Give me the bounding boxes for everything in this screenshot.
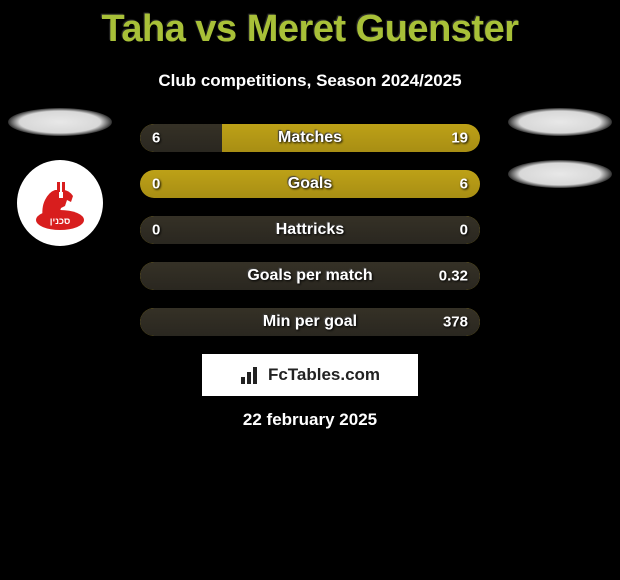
club-logo-icon: סכנין	[25, 168, 95, 238]
stat-value-left: 0	[152, 176, 160, 193]
stat-bar: Goals 0 6	[140, 170, 480, 198]
player-shadow-right-2	[508, 160, 612, 188]
right-player-column	[505, 108, 615, 188]
svg-text:סכנין: סכנין	[50, 216, 71, 226]
stat-label: Min per goal	[263, 313, 357, 331]
stat-label: Goals	[288, 175, 332, 193]
branding-box: FcTables.com	[202, 354, 418, 396]
player-shadow-right-1	[508, 108, 612, 136]
stat-value-right: 0.32	[439, 268, 468, 285]
stat-bar: Hattricks 0 0	[140, 216, 480, 244]
stat-bar: Matches 6 19	[140, 124, 480, 152]
stat-bar: Min per goal 378	[140, 308, 480, 336]
page-title: Taha vs Meret Guenster	[0, 0, 620, 51]
left-player-column: סכנין	[5, 108, 115, 246]
stat-value-left: 0	[152, 222, 160, 239]
stat-value-right: 378	[443, 314, 468, 331]
stat-label: Matches	[278, 129, 342, 147]
page-subtitle: Club competitions, Season 2024/2025	[0, 71, 620, 91]
stat-bar: Goals per match 0.32	[140, 262, 480, 290]
stat-value-right: 19	[451, 130, 468, 147]
branding-text: FcTables.com	[268, 365, 380, 385]
stat-value-left: 6	[152, 130, 160, 147]
player-shadow-left	[8, 108, 112, 136]
stat-label: Hattricks	[276, 221, 344, 239]
bars-icon	[240, 364, 262, 386]
stat-value-right: 6	[460, 176, 468, 193]
stats-bars-container: Matches 6 19 Goals 0 6 Hattricks 0 0 Goals per ma…	[140, 124, 480, 336]
date-text: 22 february 2025	[243, 410, 377, 430]
stat-label: Goals per match	[247, 267, 372, 285]
club-badge-left: סכנין	[17, 160, 103, 246]
stat-value-right: 0	[460, 222, 468, 239]
